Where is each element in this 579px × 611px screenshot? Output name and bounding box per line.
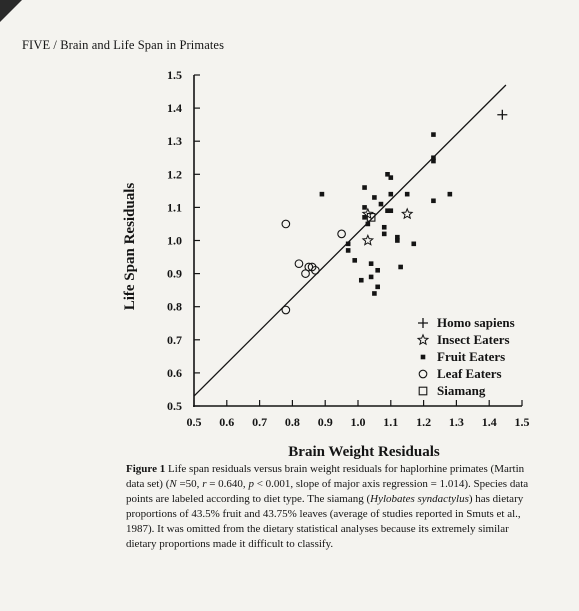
data-point-siamang (366, 212, 376, 222)
data-point-fruit-eaters (385, 172, 390, 177)
data-point-fruit-eaters (404, 191, 410, 197)
y-tick-label: 0.7 (167, 333, 182, 347)
data-point-homo-sapiens (497, 109, 508, 120)
caption-part-2: =50, (176, 478, 203, 490)
data-point-fruit-eaters (431, 158, 436, 164)
page-corner-shadow (0, 0, 22, 22)
data-point-fruit-eaters (395, 234, 400, 240)
caption-stat-p: p (248, 478, 254, 490)
x-tick-label: 0.7 (252, 415, 267, 429)
y-tick-label: 0.9 (167, 267, 182, 281)
data-point-fruit-eaters (362, 205, 367, 210)
legend-label-homo-sapiens: Homo sapiens (437, 315, 515, 330)
data-point-fruit-eaters (431, 155, 436, 161)
caption-stat-r: r (202, 478, 207, 490)
data-point-fruit-eaters (372, 291, 377, 296)
data-point-fruit-eaters (388, 208, 394, 214)
data-point-fruit-eaters (381, 231, 387, 237)
y-tick-label: 1.4 (167, 101, 182, 115)
data-point-leaf-eaters (337, 229, 346, 239)
legend-marker-siamang (418, 386, 428, 396)
data-point-fruit-eaters (368, 261, 374, 266)
data-point-fruit-eaters (411, 241, 417, 247)
data-point-fruit-eaters (372, 195, 377, 200)
x-tick-label: 1.4 (482, 415, 497, 429)
caption-part-4: < 0.001, slope of major axis regression … (126, 478, 529, 505)
caption-part-3: = 0.640, (206, 478, 249, 490)
regression-line (193, 84, 507, 397)
data-point-fruit-eaters (388, 191, 394, 197)
legend-marker-fruit-eaters (420, 354, 426, 360)
data-point-leaf-eaters (281, 305, 291, 315)
running-head: FIVE / Brain and Life Span in Primates (22, 38, 225, 52)
data-point-fruit-eaters (388, 175, 394, 180)
y-tick-label: 1.1 (167, 200, 182, 214)
data-point-insect-eaters (361, 233, 375, 246)
y-tick-label: 0.5 (167, 399, 182, 413)
data-point-fruit-eaters (398, 264, 403, 270)
data-point-fruit-eaters (447, 191, 453, 197)
legend-label-fruit-eaters: Fruit Eaters (437, 349, 505, 364)
y-tick-label: 1.2 (167, 167, 182, 181)
data-point-fruit-eaters (362, 215, 367, 220)
data-point-fruit-eaters (365, 221, 371, 227)
caption-label: Figure 1 (126, 463, 166, 475)
data-point-fruit-eaters (385, 208, 390, 214)
caption-species: Hylobates syndactylus (370, 493, 469, 505)
x-tick-label: 1.3 (449, 415, 464, 429)
data-point-fruit-eaters (368, 274, 374, 280)
legend-label-insect-eaters: Insect Eaters (437, 332, 510, 347)
data-point-fruit-eaters (352, 258, 358, 263)
y-tick-label: 0.6 (167, 366, 182, 380)
x-axis-title: Brain Weight Residuals (288, 444, 440, 460)
caption-part-1: Life span residuals versus brain weight … (126, 463, 525, 490)
data-point-fruit-eaters (345, 248, 351, 253)
y-tick-label: 1.5 (167, 68, 182, 82)
caption-part-5: ) has dietary proportions of 43.5% fruit… (126, 493, 524, 550)
data-point-fruit-eaters (375, 284, 380, 290)
legend-label-siamang: Siamang (437, 383, 486, 398)
caption-text: Life span residuals versus brain weight … (126, 463, 528, 550)
x-tick-label: 0.5 (187, 415, 202, 429)
data-point-fruit-eaters (431, 198, 436, 204)
x-tick-label: 1.2 (416, 415, 431, 429)
data-point-fruit-eaters (395, 238, 400, 243)
y-tick-label: 1.0 (167, 234, 182, 248)
data-point-leaf-eaters (311, 265, 320, 275)
y-tick-label: 1.3 (167, 134, 182, 148)
x-tick-label: 1.1 (383, 415, 398, 429)
x-tick-label: 0.8 (285, 415, 300, 429)
y-tick-label: 0.8 (167, 300, 182, 314)
data-point-fruit-eaters (362, 185, 367, 190)
data-point-fruit-eaters (375, 267, 380, 273)
data-point-insect-eaters (400, 207, 414, 220)
data-point-fruit-eaters (345, 241, 351, 247)
data-point-fruit-eaters (378, 201, 384, 207)
x-tick-label: 1.5 (515, 415, 530, 429)
x-tick-label: 0.9 (318, 415, 333, 429)
data-point-fruit-eaters (381, 224, 387, 230)
caption-stat-n: N (169, 478, 177, 490)
legend-marker-homo-sapiens (418, 318, 428, 328)
y-axis-title: Life Span Residuals (122, 183, 138, 311)
legend-marker-insect-eaters (416, 333, 430, 346)
legend-label-leaf-eaters: Leaf Eaters (437, 366, 502, 381)
x-tick-label: 0.6 (219, 415, 234, 429)
x-tick-label: 1.0 (351, 415, 366, 429)
legend-marker-leaf-eaters (418, 369, 428, 379)
data-point-fruit-eaters (358, 277, 364, 283)
figure-caption: Figure 1 Life span residuals versus brai… (126, 462, 538, 552)
data-point-fruit-eaters (431, 132, 436, 137)
data-point-leaf-eaters (294, 259, 304, 269)
data-point-fruit-eaters (319, 191, 325, 197)
data-point-leaf-eaters (281, 219, 291, 229)
